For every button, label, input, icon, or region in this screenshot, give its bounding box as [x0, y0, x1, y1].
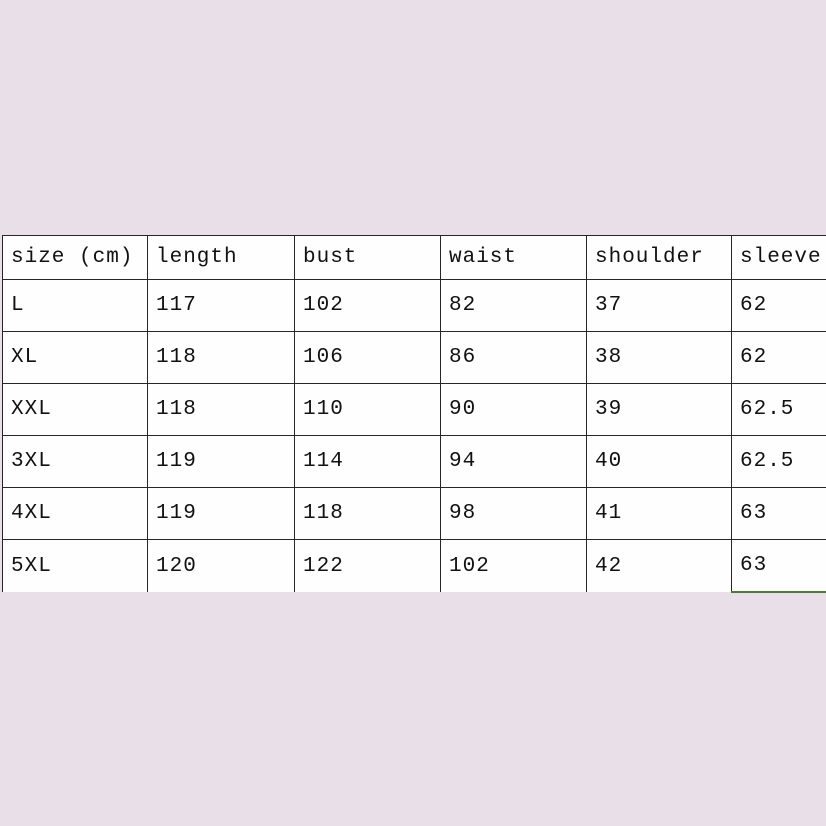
measurement-cell: 120: [147, 539, 295, 592]
header-cell: sleeve: [731, 235, 826, 280]
size-chart-table: size (cm) length bust waist shoulder sleeve L…: [2, 235, 826, 593]
header-cell: shoulder: [586, 235, 732, 280]
measurement-cell: 38: [586, 331, 732, 384]
measurement-cell: 94: [440, 435, 587, 488]
measurement-cell: 62.5: [731, 435, 826, 488]
size-chart-body: L 117 102 82 37 62 XL 118 106 86 38 62 XXL 118 110 90 39…: [2, 279, 826, 593]
size-label-cell: 4XL: [2, 487, 148, 540]
measurement-cell: 110: [294, 383, 441, 436]
measurement-cell: 118: [147, 331, 295, 384]
measurement-cell: 119: [147, 487, 295, 540]
measurement-cell: 62.5: [731, 383, 826, 436]
measurement-cell: 98: [440, 487, 587, 540]
measurement-cell: 62: [731, 331, 826, 384]
measurement-cell: 86: [440, 331, 587, 384]
size-label-cell: XXL: [2, 383, 148, 436]
measurement-cell: 42: [586, 539, 732, 592]
header-cell: waist: [440, 235, 587, 280]
measurement-cell: 106: [294, 331, 441, 384]
header-row: size (cm) length bust waist shoulder sleeve: [2, 235, 826, 280]
measurement-cell: 82: [440, 279, 587, 332]
table-row: XL 118 106 86 38 62: [2, 331, 826, 384]
size-label-cell: XL: [2, 331, 148, 384]
size-label-cell: 5XL: [2, 539, 148, 592]
table-row: L 117 102 82 37 62: [2, 279, 826, 332]
table-row: 3XL 119 114 94 40 62.5: [2, 435, 826, 488]
size-label-cell: L: [2, 279, 148, 332]
measurement-cell: 118: [147, 383, 295, 436]
measurement-cell: 122: [294, 539, 441, 592]
measurement-cell: 63: [731, 487, 826, 540]
size-label-cell: 3XL: [2, 435, 148, 488]
measurement-cell: 41: [586, 487, 732, 540]
measurement-cell: 119: [147, 435, 295, 488]
measurement-cell: 118: [294, 487, 441, 540]
table-row: 4XL 119 118 98 41 63: [2, 487, 826, 540]
header-cell: bust: [294, 235, 441, 280]
measurement-cell: 117: [147, 279, 295, 332]
size-chart-header: size (cm) length bust waist shoulder sleeve: [2, 235, 826, 280]
measurement-cell: 40: [586, 435, 732, 488]
measurement-cell: 90: [440, 383, 587, 436]
header-cell: size (cm): [2, 235, 148, 280]
table-row: XXL 118 110 90 39 62.5: [2, 383, 826, 436]
table-row: 5XL 120 122 102 42 63: [2, 539, 826, 593]
measurement-cell: 62: [731, 279, 826, 332]
header-cell: length: [147, 235, 295, 280]
measurement-cell: 102: [440, 539, 587, 592]
measurement-cell: 102: [294, 279, 441, 332]
measurement-cell: 39: [586, 383, 732, 436]
measurement-cell: 37: [586, 279, 732, 332]
measurement-cell: 114: [294, 435, 441, 488]
measurement-cell: 63: [731, 539, 826, 593]
